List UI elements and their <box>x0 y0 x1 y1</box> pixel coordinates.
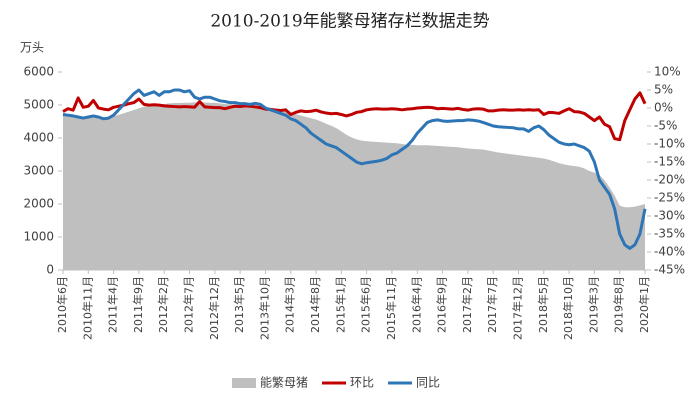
y-tick-label: 4000 <box>23 131 54 145</box>
chart-title: 2010-2019年能繁母猪存栏数据走势 <box>210 12 489 32</box>
x-tick-label: 2017年12月 <box>510 276 524 340</box>
line <box>62 88 647 250</box>
y2-tick-label: -10% <box>654 137 685 151</box>
legend-label: 同比 <box>416 376 440 390</box>
y-tick-label: 6000 <box>23 65 54 79</box>
legend-label: 能繁母猪 <box>260 375 308 390</box>
x-tick-label: 2011年4月 <box>106 276 120 333</box>
y2-tick-label: 0% <box>654 101 673 115</box>
y2-tick-label: 10% <box>654 65 681 79</box>
y2-tick-label: -5% <box>654 119 677 133</box>
legend-swatch <box>232 378 256 388</box>
y-tick-label: 1000 <box>23 230 54 244</box>
x-tick-label: 2016年4月 <box>409 276 423 333</box>
x-tick-label: 2010年11月 <box>80 276 94 340</box>
x-tick-label: 2020年1月 <box>637 276 651 333</box>
x-tick-label: 2010年6月 <box>55 276 69 333</box>
x-tick-label: 2015年1月 <box>333 276 347 333</box>
x-tick-label: 2019年8月 <box>612 276 626 333</box>
x-tick-label: 2018年10月 <box>561 276 575 340</box>
x-tick-label: 2018年5月 <box>536 276 550 333</box>
x-tick-label: 2017年2月 <box>460 276 474 333</box>
y-axis-label: 万头 <box>20 41 44 55</box>
x-tick-label: 2019年3月 <box>586 276 600 333</box>
x-tick-label: 2016年9月 <box>435 276 449 333</box>
y-tick-label: 5000 <box>23 98 54 112</box>
x-tick-label: 2015年6月 <box>359 276 373 333</box>
y2-tick-label: 5% <box>654 83 673 97</box>
y2-tick-label: -20% <box>654 173 685 187</box>
x-tick-label: 2015年11月 <box>384 276 398 340</box>
area <box>63 102 645 270</box>
x-tick-label: 2011年9月 <box>131 276 145 333</box>
y2-tick-label: -15% <box>654 155 685 169</box>
y2-tick-label: -45% <box>654 263 685 277</box>
line <box>62 91 647 142</box>
x-tick-label: 2012年7月 <box>182 276 196 333</box>
x-tick-label: 2013年5月 <box>232 276 246 333</box>
y-tick-label: 3000 <box>23 164 54 178</box>
x-tick-label: 2012年2月 <box>156 276 170 333</box>
x-tick-label: 2017年7月 <box>485 276 499 333</box>
x-tick-label: 2013年10月 <box>257 276 271 340</box>
y-tick-label: 2000 <box>23 197 54 211</box>
legend-label: 环比 <box>350 376 374 390</box>
y2-tick-label: -25% <box>654 191 685 205</box>
y2-tick-label: -30% <box>654 209 685 223</box>
y2-tick-label: -40% <box>654 245 685 259</box>
x-tick-label: 2014年3月 <box>283 276 297 333</box>
x-tick-label: 2014年8月 <box>308 276 322 333</box>
y2-tick-label: -35% <box>654 227 685 241</box>
y-tick-label: 0 <box>46 263 54 277</box>
x-tick-label: 2012年12月 <box>207 276 221 340</box>
